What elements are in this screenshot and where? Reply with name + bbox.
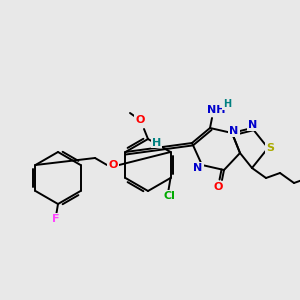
Text: O: O [135, 115, 145, 125]
Text: Cl: Cl [164, 191, 175, 201]
Text: O: O [108, 160, 118, 170]
Text: N: N [194, 163, 202, 173]
Text: N: N [230, 126, 238, 136]
Text: F: F [52, 214, 60, 224]
Text: H: H [152, 137, 161, 148]
Text: NH: NH [207, 105, 225, 115]
Text: O: O [213, 182, 223, 192]
Text: S: S [266, 143, 274, 153]
Text: H: H [223, 99, 231, 109]
Text: N: N [248, 120, 258, 130]
